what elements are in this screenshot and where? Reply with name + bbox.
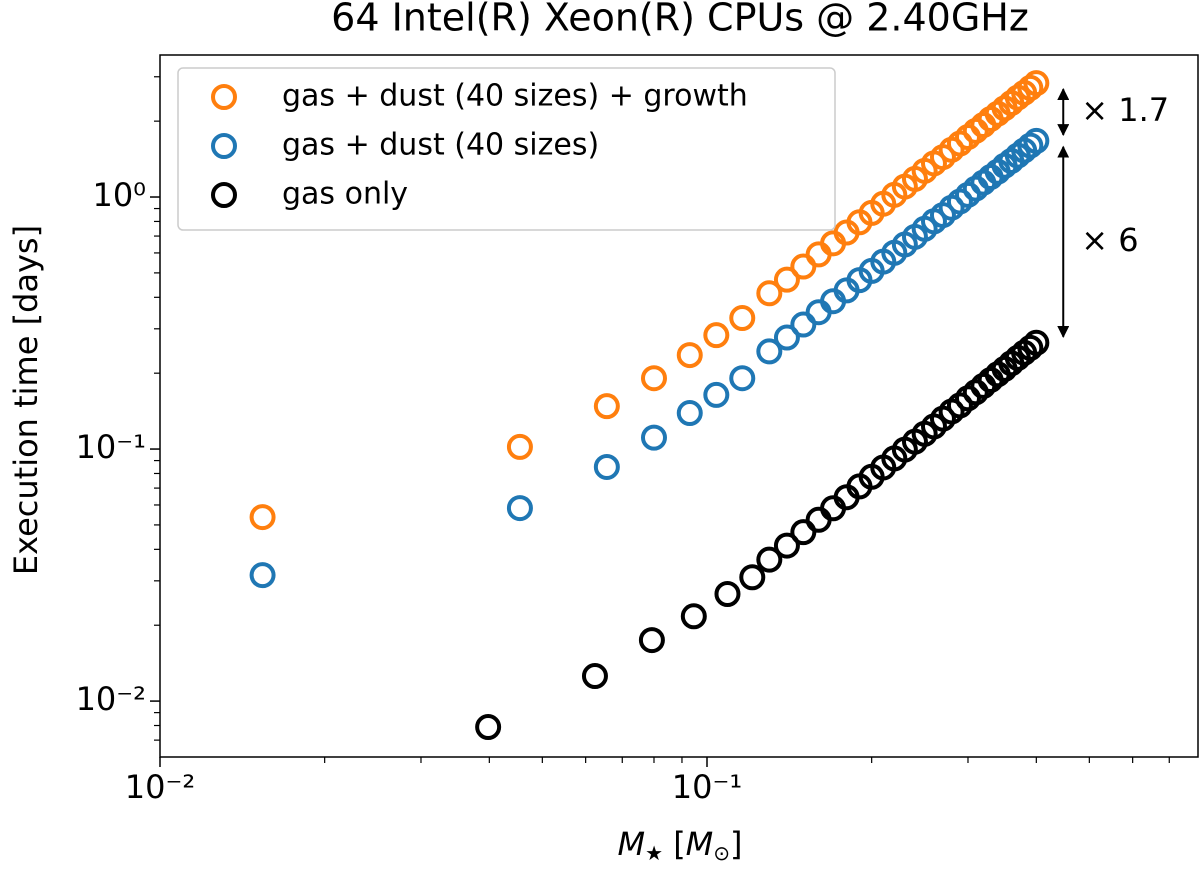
point (640, 365, 667, 392)
series (249, 127, 1050, 589)
y-tick-label: 10⁰ (92, 176, 146, 214)
point (756, 280, 783, 307)
point (714, 581, 741, 608)
x-label-part: ] (730, 825, 742, 863)
legend-marker (211, 84, 237, 110)
legend-label: gas only (282, 177, 408, 212)
point (946, 392, 973, 419)
point (805, 506, 832, 533)
plot-frame (159, 54, 1199, 758)
legend-marker (211, 182, 237, 208)
point (640, 424, 667, 451)
point (680, 603, 707, 630)
series (249, 70, 1050, 531)
point (1023, 70, 1050, 97)
point (703, 322, 730, 349)
point (506, 495, 533, 522)
x-label-part: ★ (645, 841, 663, 865)
x-label-part: ⊙ (713, 841, 730, 865)
point (506, 433, 533, 460)
x-label-part: M (686, 825, 714, 863)
series (475, 329, 1050, 741)
point (703, 381, 730, 408)
x-tick-label: 10⁻² (125, 768, 195, 806)
chart-title: 64 Intel(R) Xeon(R) CPUs @ 2.40GHz (331, 0, 1029, 40)
point (739, 564, 766, 591)
point (729, 305, 756, 332)
x-axis-label: M★ [M⊙] (617, 825, 742, 865)
legend: gas + dust (40 sizes) + growth gas + dust… (177, 67, 836, 231)
x-label-part: [ (663, 825, 686, 863)
point (790, 253, 817, 280)
point (1023, 127, 1050, 154)
point (475, 714, 502, 741)
point (790, 519, 817, 546)
point (756, 546, 783, 573)
y-tick-label: 10⁻² (76, 680, 146, 718)
annotation-text: × 6 (1081, 221, 1138, 259)
annotation-text: × 1.7 (1081, 91, 1169, 129)
point (773, 532, 800, 559)
legend-marker (211, 133, 237, 159)
point (756, 338, 783, 365)
point (1017, 334, 1044, 361)
legend-label: gas + dust (40 sizes) (282, 128, 599, 163)
x-tick-label: 10⁻¹ (672, 768, 742, 806)
point (676, 400, 703, 427)
point (729, 365, 756, 392)
point (593, 393, 620, 420)
point (581, 663, 608, 690)
point (593, 453, 620, 480)
legend-label: gas + dust (40 sizes) + growth (282, 79, 748, 114)
point (773, 266, 800, 293)
x-label-part: M (617, 825, 645, 863)
point (1017, 74, 1044, 101)
point (249, 504, 276, 531)
y-axis-label: Execution time [days] (7, 225, 45, 575)
point (249, 562, 276, 589)
point (773, 324, 800, 351)
point (676, 342, 703, 369)
point (790, 311, 817, 338)
point (1023, 329, 1050, 356)
legend-box (177, 67, 836, 231)
point (638, 627, 665, 654)
point (1017, 132, 1044, 159)
y-tick-label: 10⁻¹ (76, 428, 146, 466)
